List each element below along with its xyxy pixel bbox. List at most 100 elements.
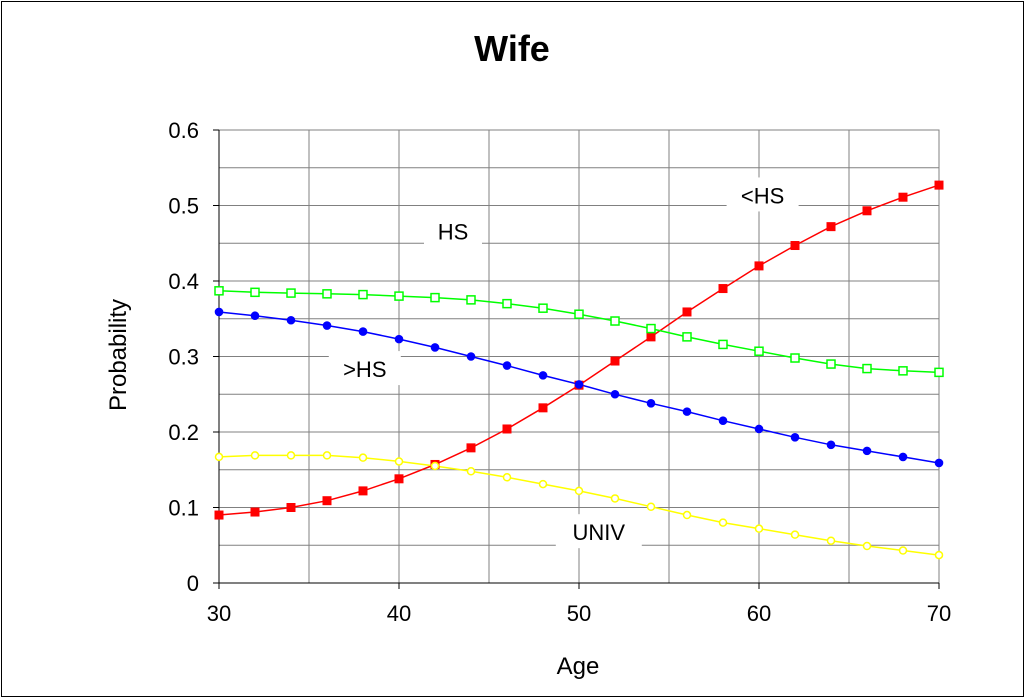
y-tick-label: 0.6 [168, 118, 199, 143]
data-point [934, 367, 944, 378]
data-point [286, 503, 296, 512]
data-point [718, 518, 728, 527]
data-point [862, 363, 872, 374]
data-point [826, 536, 836, 545]
annotation-bg [328, 351, 401, 386]
annotation-bg [424, 213, 482, 248]
y-tick-label: 0 [187, 571, 199, 596]
data-point [754, 346, 764, 356]
chart-title: Wife [474, 28, 550, 69]
annotation-bg [726, 177, 799, 212]
y-axis-label: Probability [105, 299, 132, 411]
data-point [898, 546, 908, 555]
x-tick-label: 60 [747, 601, 771, 626]
data-point [646, 323, 656, 334]
annotation-label: UNIV [573, 520, 626, 545]
data-point [394, 291, 404, 301]
y-tick-label: 0.4 [168, 269, 199, 294]
data-point [718, 416, 728, 425]
x-axis-label: Age [557, 653, 600, 680]
data-point [214, 286, 224, 296]
data-point [682, 307, 692, 317]
data-point [682, 332, 692, 342]
data-point [394, 474, 404, 484]
y-tick-label: 0.2 [168, 420, 199, 445]
data-point [718, 339, 728, 350]
x-tick-label: 40 [387, 601, 411, 626]
data-point [826, 222, 836, 232]
annotation-label: <HS [741, 183, 784, 208]
data-point [610, 316, 620, 326]
data-point [358, 486, 368, 496]
y-tick-label: 0.5 [168, 194, 199, 219]
data-point [430, 343, 440, 352]
data-point [898, 452, 908, 462]
data-point [610, 356, 620, 366]
data-point [502, 424, 512, 434]
data-point [466, 467, 476, 476]
data-point [718, 284, 728, 294]
data-point [322, 451, 332, 460]
data-point [250, 507, 260, 517]
data-point [538, 303, 548, 313]
annotation-label: >HS [343, 357, 386, 382]
data-point [466, 295, 476, 305]
x-tick-label: 30 [207, 601, 231, 626]
data-point [610, 389, 620, 399]
data-point [574, 380, 584, 389]
data-point [754, 524, 764, 533]
data-point [358, 327, 368, 336]
data-point [898, 366, 908, 376]
data-point [430, 292, 440, 303]
annotation-bg [555, 514, 642, 549]
data-point [646, 332, 656, 342]
data-point [538, 403, 548, 413]
data-point [214, 452, 224, 462]
data-point [394, 334, 404, 344]
data-point [538, 479, 548, 489]
data-point [934, 458, 944, 468]
data-point [790, 353, 800, 363]
y-tick-label: 0.1 [168, 496, 199, 521]
data-point [790, 432, 800, 442]
data-point [682, 510, 692, 520]
data-point [250, 287, 260, 298]
annotation-label: HS [438, 220, 469, 245]
data-point [322, 496, 332, 506]
data-point [754, 261, 764, 271]
data-point [214, 510, 224, 520]
data-point [934, 550, 944, 560]
data-point [862, 541, 872, 551]
x-tick-label: 50 [567, 601, 591, 626]
data-point [250, 311, 260, 321]
data-point [790, 241, 800, 251]
data-point [790, 530, 800, 539]
data-point [610, 494, 620, 503]
data-point [358, 289, 368, 300]
data-point [466, 352, 476, 361]
data-point [574, 486, 584, 496]
data-point [322, 289, 332, 299]
data-point [538, 371, 548, 380]
data-point [502, 298, 512, 309]
data-point [322, 321, 332, 330]
data-point [286, 288, 296, 298]
data-point [574, 309, 584, 319]
data-point [898, 192, 908, 202]
data-point [286, 451, 296, 460]
data-point [394, 457, 404, 466]
data-point [862, 446, 872, 456]
data-point [862, 206, 872, 216]
data-point [214, 307, 224, 317]
data-point [502, 473, 512, 482]
data-point [646, 399, 656, 408]
data-point [646, 502, 656, 511]
x-tick-label: 70 [927, 601, 951, 626]
data-point [826, 359, 836, 369]
data-point [502, 361, 512, 370]
data-point [430, 461, 440, 471]
data-point [286, 315, 296, 325]
data-point [250, 451, 260, 460]
data-point [682, 407, 692, 416]
